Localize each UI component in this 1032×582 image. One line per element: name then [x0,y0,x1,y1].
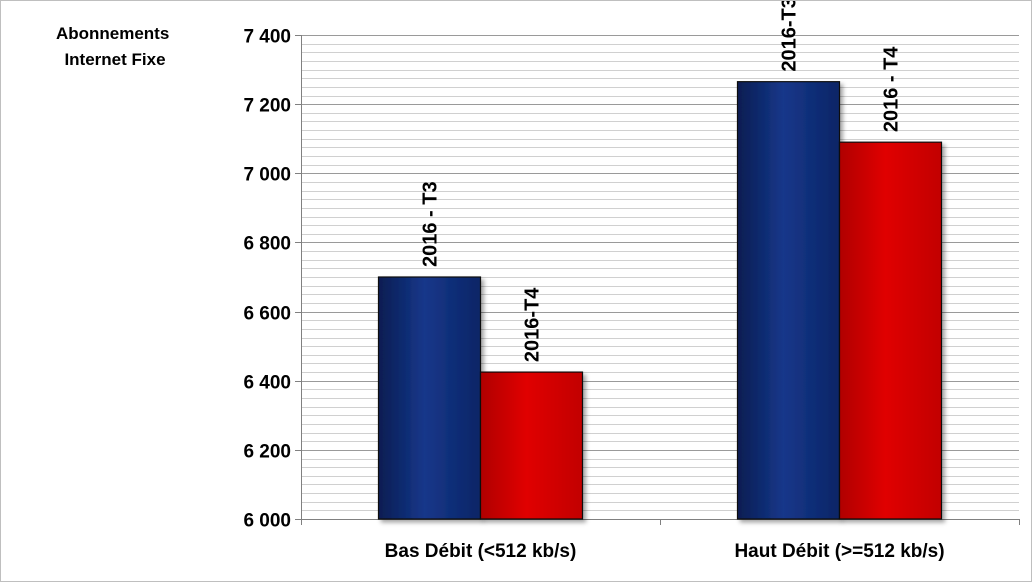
y-tick-label: 6 400 [243,373,291,394]
bar-t3-haut-debit [736,81,841,520]
y-tick-labels: 6 000 6 200 6 400 6 600 6 800 7 000 7 200 7 400 [243,27,301,532]
y-tick-label: 7 400 [243,27,291,48]
bar-t3-bas-debit [377,276,482,520]
y-tick-label: 7 000 [243,165,291,186]
y-axis-title: Abonnements Internet Fixe [56,24,174,69]
bar-t4-bas-debit [479,371,584,520]
x-category-label: Haut Débit (>=512 kb/s) [734,541,944,562]
y-tick-label: 7 200 [243,96,291,117]
y-axis-title-line-1: Abonnements [56,24,169,43]
y-tick-label: 6 200 [243,442,291,463]
y-tick-label: 6 600 [243,304,291,325]
data-label: 2016-T3 [779,1,801,72]
y-tick-label: 6 800 [243,234,291,255]
y-tick-label: 6 000 [243,511,291,532]
data-labels: 2016 - T3 2016-T4 2016-T3 2016 - T4 [420,1,903,362]
bars [377,81,943,520]
bar-t4-haut-debit [838,141,943,520]
data-label: 2016-T4 [522,287,544,362]
y-axis-title-line-2: Internet Fixe [64,50,165,69]
data-label: 2016 - T3 [420,181,442,267]
data-label: 2016 - T4 [881,46,903,132]
x-category-label: Bas Débit (<512 kb/s) [385,541,577,562]
x-category-labels: Bas Débit (<512 kb/s) Haut Débit (>=512 k… [385,541,945,562]
